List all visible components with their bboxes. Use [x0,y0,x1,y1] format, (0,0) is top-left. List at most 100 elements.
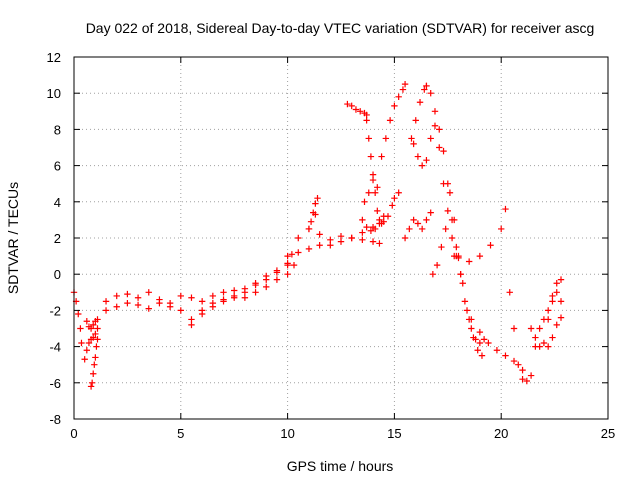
series-peak3-low [401,209,434,242]
data-point [418,225,426,233]
data-point [418,162,426,169]
series-tail-g [544,314,565,350]
data-point [414,153,422,160]
series-early-mid [83,316,101,332]
data-point [337,238,345,245]
x-tick-label: 20 [494,426,508,441]
data-point [440,147,447,155]
y-tick-label: 4 [54,195,61,210]
data-layer [70,80,565,390]
x-tick-label: 25 [601,426,615,441]
x-tick-label: 15 [387,426,401,441]
series-tail-b [451,205,509,265]
data-point [305,225,313,233]
series-ramp-c [188,251,296,329]
data-point [75,310,82,318]
data-point [463,307,471,314]
data-point [94,336,101,343]
data-point [145,305,152,312]
series-ramp-b [102,261,298,323]
data-point [557,276,565,283]
data-point [461,298,469,305]
series-early-start [70,289,85,347]
data-point [284,271,291,278]
data-point [273,269,281,276]
data-point [220,289,227,296]
data-point [113,292,120,300]
x-tick-label: 10 [280,426,294,441]
data-point [263,276,270,283]
data-point [90,321,97,329]
series-mid-rise [284,232,383,260]
data-point [365,135,372,142]
data-point [369,171,377,178]
data-point [557,314,565,321]
data-point [231,294,238,301]
data-point [87,383,95,390]
data-point [416,99,424,106]
data-point [380,218,387,225]
data-point [314,194,321,202]
y-tick-label: -4 [49,340,61,355]
data-point [549,334,556,341]
data-point [532,343,539,350]
data-point [83,347,91,354]
data-point [527,325,535,332]
series-mid-upper [295,211,377,249]
data-point [436,126,443,133]
data-point [440,180,447,187]
data-point [438,243,445,251]
data-point [78,339,85,347]
data-point [92,330,99,338]
data-point [476,252,484,260]
data-point [198,310,206,318]
data-point [502,352,509,359]
data-point [198,298,206,305]
data-point [177,292,184,300]
y-tick-label: 10 [47,86,61,101]
data-point [288,251,296,258]
data-point [506,289,513,296]
data-point [310,209,317,216]
y-axis-label: SDTVAR / TECUs [5,182,21,294]
data-point [455,254,462,262]
data-point [532,334,539,341]
data-point [527,372,535,379]
data-point [263,283,270,291]
data-point [188,321,195,329]
data-point [474,347,481,354]
data-point [544,343,552,350]
data-point [209,303,217,310]
data-point [408,135,415,142]
data-point [113,303,120,310]
data-point [510,325,518,332]
data-point [431,122,439,129]
data-point [83,318,91,325]
data-point [519,375,526,383]
data-point [92,354,99,361]
data-point [359,229,366,236]
data-point [93,343,100,350]
data-point [209,292,217,300]
data-point [433,261,441,269]
series-tail-c [468,316,526,374]
data-point [384,213,392,220]
series-tail-d [506,289,535,385]
data-point [410,140,417,148]
data-point [465,258,473,265]
data-point [436,144,443,151]
data-point [177,307,184,314]
data-point [284,260,291,267]
data-point [442,225,449,233]
data-point [359,216,366,224]
y-tick-label: -6 [49,376,61,391]
data-point [468,325,475,332]
series-peak1-up [344,100,370,119]
data-point [316,231,323,238]
data-point [399,86,407,93]
data-point [429,271,437,278]
data-point [448,234,456,242]
data-point [549,298,556,305]
data-point [553,321,560,329]
